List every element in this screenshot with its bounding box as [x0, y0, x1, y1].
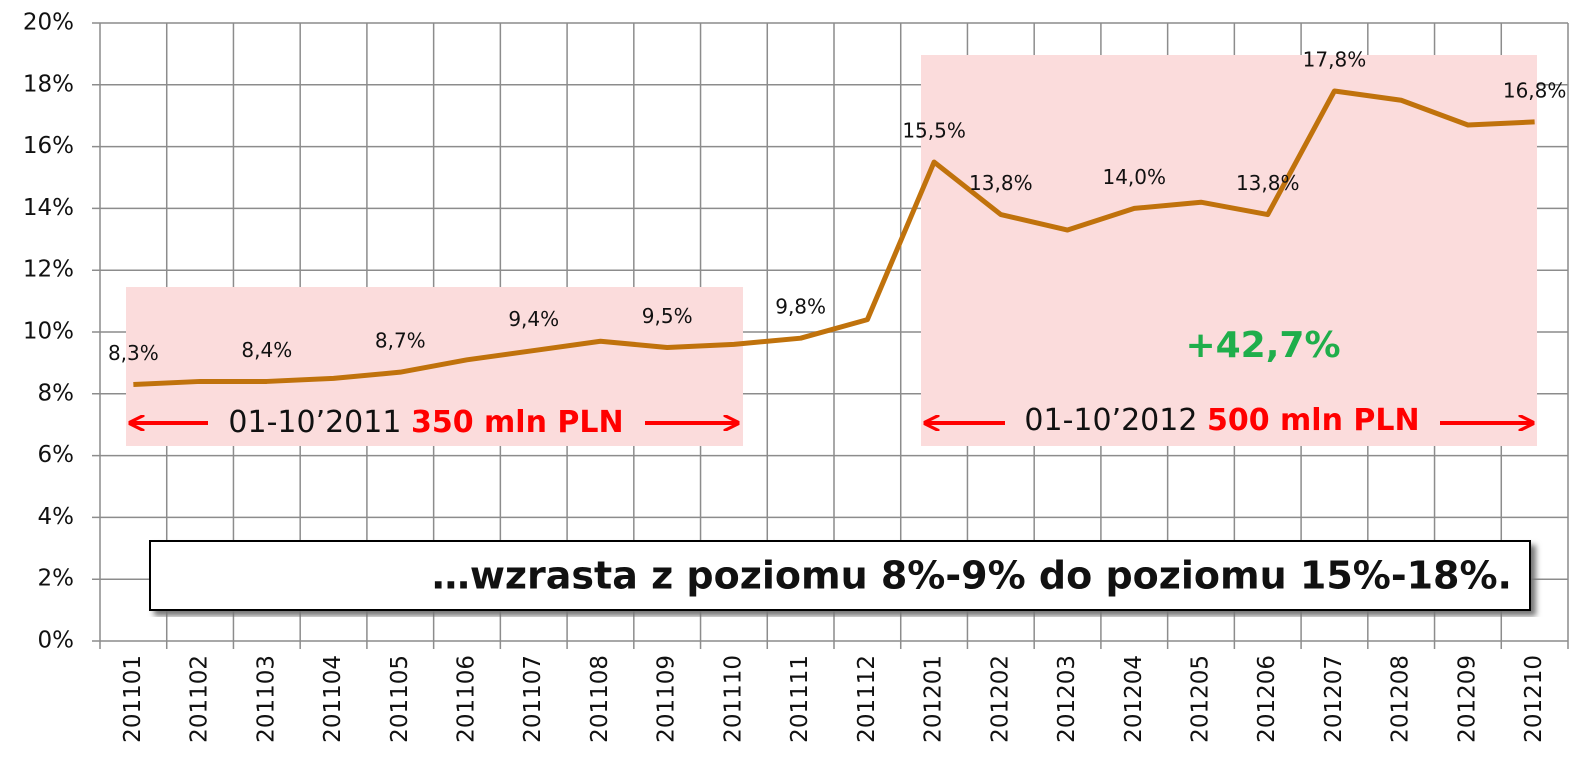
x-tick-label: 201206: [1254, 655, 1280, 743]
y-tick-label: 6%: [38, 442, 75, 468]
value-label: 14,0%: [1102, 165, 1166, 189]
x-tick-label: 201204: [1121, 655, 1147, 743]
x-tick-label: 201209: [1454, 655, 1480, 743]
y-tick-label: 12%: [23, 257, 74, 283]
x-tick-label: 201103: [253, 655, 279, 743]
y-tick-label: 0%: [38, 628, 75, 654]
y-tick-label: 4%: [38, 504, 75, 530]
highlight-region: [921, 55, 1537, 446]
period: 01-10’2012: [1024, 403, 1207, 438]
x-tick-label: 201210: [1521, 655, 1547, 743]
x-tick-label: 201201: [921, 655, 947, 743]
y-tick-label: 8%: [38, 380, 75, 406]
x-tick-label: 201105: [387, 655, 413, 743]
value-label: 8,7%: [375, 329, 426, 353]
value-label: 9,5%: [642, 304, 693, 328]
value-label: 15,5%: [902, 119, 966, 143]
amount: 500 mln PLN: [1207, 403, 1420, 438]
value-label: 17,8%: [1303, 47, 1367, 71]
x-tick-label: 201102: [187, 655, 213, 743]
x-tick-label: 201101: [120, 655, 146, 743]
value-label: 9,8%: [775, 295, 826, 319]
x-tick-label: 201112: [854, 655, 880, 743]
y-tick-label: 18%: [23, 71, 74, 97]
value-label: 9,4%: [508, 307, 559, 331]
annotation: 01-10’2011 350 mln PLN: [228, 405, 623, 440]
x-tick-label: 201108: [587, 655, 613, 743]
value-label: 8,3%: [108, 341, 159, 365]
annotation: 01-10’2012 500 mln PLN: [1024, 403, 1419, 438]
note-box: [149, 540, 1531, 611]
value-label: 8,4%: [241, 338, 292, 362]
amount: 350 mln PLN: [411, 405, 624, 440]
x-tick-label: 201205: [1188, 655, 1214, 743]
x-tick-label: 201111: [787, 655, 813, 743]
y-tick-label: 14%: [23, 195, 74, 221]
value-label: 13,8%: [969, 171, 1033, 195]
y-tick-label: 2%: [38, 566, 75, 592]
note: …wzrasta z poziomu 8%-9% do poziomu 15%-…: [432, 554, 1512, 598]
y-tick-label: 16%: [23, 133, 74, 159]
y-tick-label: 10%: [23, 319, 74, 345]
x-tick-label: 201202: [987, 655, 1013, 743]
x-tick-label: 201106: [454, 655, 480, 743]
x-tick-label: 201203: [1054, 655, 1080, 743]
value-label: 13,8%: [1236, 171, 1300, 195]
y-tick-label: 20%: [23, 10, 74, 36]
period: 01-10’2011: [228, 405, 411, 440]
x-tick-label: 201110: [720, 655, 746, 743]
x-tick-label: 201109: [654, 655, 680, 743]
line: [133, 88, 1535, 388]
value-label: 16,8%: [1503, 78, 1567, 102]
x-tick-label: 201107: [520, 655, 546, 743]
x-tick-label: 201208: [1388, 655, 1414, 743]
x-tick-label: 201207: [1321, 655, 1347, 743]
growth-label: +42,7%: [1185, 325, 1340, 366]
x-tick-label: 201104: [320, 655, 346, 743]
